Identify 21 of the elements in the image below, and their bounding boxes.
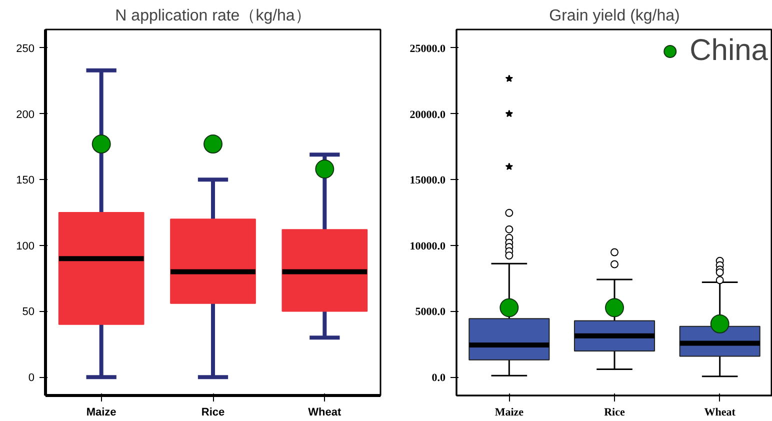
x-tick-label: Wheat [704,406,736,418]
y-tick-label: 50 [22,306,35,318]
y-tick-label: 0 [28,372,35,384]
y-tick-label: 15000.0 [410,174,446,187]
x-tick-label: Rice [604,406,625,418]
chart-title: N application rate（kg/ha） [115,8,311,24]
x-tick-label: Maize [86,406,116,418]
x-tick-label: Rice [201,406,225,418]
y-tick-label: 100 [16,240,35,252]
y-tick-label: 10000.0 [410,240,446,252]
y-tick-label: 5000.0 [415,306,446,318]
legend-label: China [690,33,768,69]
y-tick-label: 150 [16,174,35,187]
chart-title: Grain yield (kg/ha) [549,8,680,24]
y-tick-label: 20000.0 [410,108,446,121]
y-tick-label: 0.0 [432,372,446,384]
y-tick-label: 250 [16,42,35,55]
x-tick-label: Wheat [308,406,342,418]
y-tick-label: 200 [16,108,35,121]
y-tick-label: 25000.0 [410,42,446,55]
x-tick-label: Maize [494,406,524,418]
